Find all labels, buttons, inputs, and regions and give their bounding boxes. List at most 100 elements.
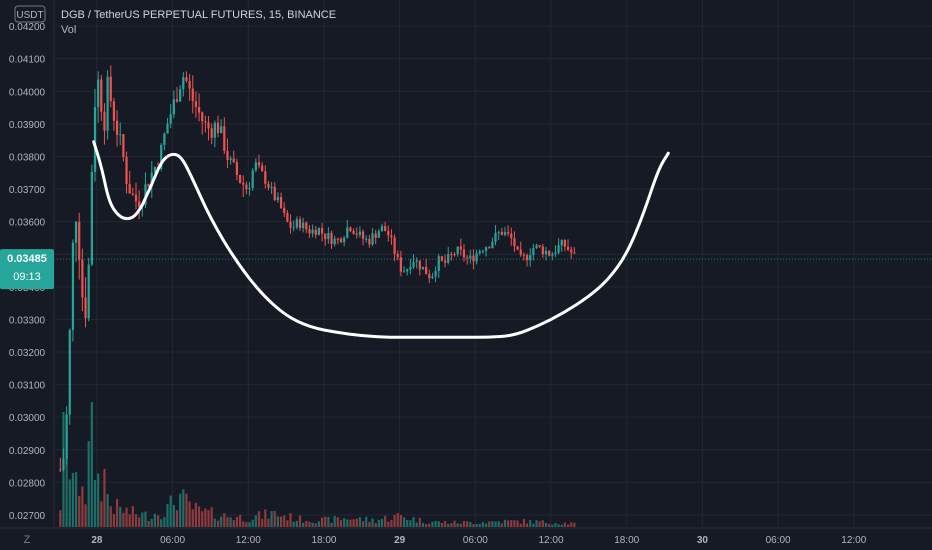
candle-body <box>302 222 305 229</box>
volume-bar <box>311 522 314 527</box>
volume-bar <box>330 522 333 527</box>
candle-body <box>320 228 324 234</box>
volume-bar <box>106 494 109 527</box>
volume-bar <box>254 515 257 527</box>
volume-bar <box>276 516 280 527</box>
currency-badge[interactable]: USDT <box>14 5 46 23</box>
volume-bar <box>522 519 526 527</box>
volume-bar <box>532 523 535 527</box>
candle-body <box>65 414 68 459</box>
candle-body <box>466 257 469 259</box>
volume-bar <box>456 523 459 527</box>
volume-bar <box>185 493 188 527</box>
volume-bar <box>273 511 276 527</box>
volume-bar <box>65 428 68 527</box>
timezone-button[interactable]: Z <box>24 534 31 546</box>
time-tick-label: 12:00 <box>841 535 866 546</box>
volume-bar <box>87 441 90 527</box>
price-tick-label: 0.04200 <box>9 22 46 33</box>
candle-body <box>462 249 466 258</box>
volume-bar <box>393 514 396 527</box>
candle-body <box>188 80 191 89</box>
time-axis-background <box>0 528 932 550</box>
volume-bar <box>343 518 346 527</box>
candle-body <box>519 249 522 255</box>
candle-body <box>169 114 172 124</box>
volume-bar <box>390 519 393 527</box>
candle-body <box>478 251 481 254</box>
volume-bar <box>406 519 409 527</box>
candle-body <box>100 79 103 112</box>
candle-body <box>87 264 90 319</box>
volume-bar <box>563 522 567 527</box>
candle-body <box>204 121 207 123</box>
candle-body <box>251 170 254 189</box>
volume-bar <box>78 495 81 527</box>
volume-bar <box>529 519 532 527</box>
candle-body <box>245 184 248 189</box>
volume-bar <box>97 473 100 527</box>
time-tick-label: 12:00 <box>236 535 261 546</box>
candle-body <box>374 233 377 238</box>
candle-body <box>238 174 242 183</box>
volume-bar <box>560 524 563 527</box>
volume-bar <box>172 504 175 527</box>
candle-body <box>197 106 201 113</box>
candle-body <box>475 253 478 262</box>
volume-bar <box>71 472 75 527</box>
candle-body <box>229 158 232 160</box>
price-tick-label: 0.03900 <box>9 120 46 131</box>
volume-bar <box>289 513 292 527</box>
price-tick-label: 0.03700 <box>9 185 46 196</box>
volume-bar <box>213 518 216 527</box>
volume-indicator-label[interactable]: Vol <box>61 24 76 36</box>
volume-bar <box>194 502 198 527</box>
volume-bar <box>286 520 289 527</box>
volume-bar <box>421 522 425 527</box>
volume-bar <box>368 521 371 527</box>
time-axis[interactable]: 28 06:00 12:00 18:00 29 06:00 12:00 18:00 30 06:0… <box>0 527 932 550</box>
volume-bar <box>59 510 62 527</box>
symbol-title[interactable]: DGB / TetherUS PERPETUAL FUTURES, 15, BI… <box>61 9 336 21</box>
volume-bar <box>216 520 220 527</box>
volume-bar <box>138 517 141 527</box>
volume-bar <box>90 402 93 527</box>
candle-body <box>560 240 563 246</box>
volume-bar <box>163 517 166 527</box>
candle-body <box>368 238 371 245</box>
volume-bar <box>481 522 485 527</box>
candle-body <box>59 469 62 471</box>
candle-body <box>289 221 292 228</box>
candle-body <box>115 120 119 135</box>
volume-bar <box>160 519 163 527</box>
volume-bar <box>248 522 251 527</box>
candle-body <box>548 250 551 256</box>
candle-body <box>428 274 431 279</box>
candle-body <box>396 253 399 258</box>
volume-bar <box>191 509 194 527</box>
candle-body <box>273 186 276 201</box>
volume-bar <box>380 518 384 527</box>
volume-bar <box>295 520 298 527</box>
volume-bar <box>242 521 245 527</box>
volume-bar <box>144 511 147 527</box>
volume-bar <box>320 517 324 527</box>
volume-bar <box>112 514 116 527</box>
volume-bar <box>453 520 456 527</box>
price-tick-label: 0.04000 <box>9 87 46 98</box>
volume-bar <box>204 508 207 527</box>
volume-bar <box>283 515 286 527</box>
volume-bar <box>182 489 185 527</box>
volume-bar <box>100 501 103 527</box>
candle-body <box>71 242 75 330</box>
volume-bar <box>551 524 554 527</box>
brush-drawing[interactable] <box>92 140 670 339</box>
candle-body <box>491 241 494 249</box>
candle-body <box>201 112 204 122</box>
candle-body <box>472 255 475 262</box>
volume-bar <box>437 521 440 527</box>
volume-bar <box>374 523 377 527</box>
candle-body <box>223 126 226 151</box>
